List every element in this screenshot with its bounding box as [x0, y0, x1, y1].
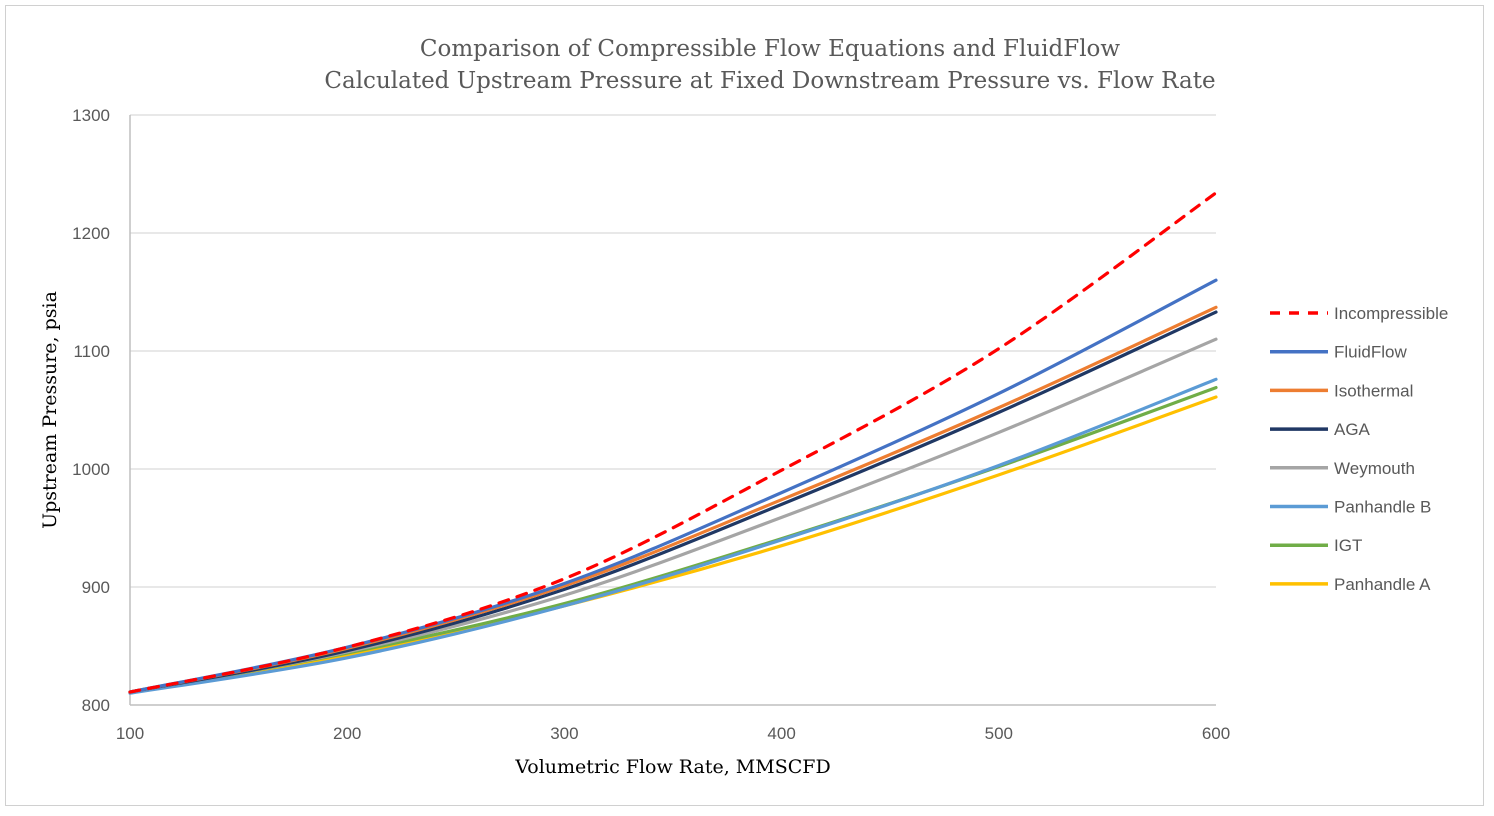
- x-tick-label: 100: [116, 724, 144, 743]
- legend-label: Weymouth: [1334, 459, 1415, 478]
- series-line-weymouth: [128, 337, 1218, 694]
- legend-label: Panhandle A: [1334, 575, 1431, 594]
- y-tick-label: 900: [82, 578, 110, 597]
- y-tick-label: 800: [82, 696, 110, 715]
- y-tick-label: 1200: [72, 224, 110, 243]
- legend-label: Isothermal: [1334, 381, 1413, 400]
- chart-subtitle: Calculated Upstream Pressure at Fixed Do…: [324, 68, 1215, 94]
- chart-area: [5, 5, 1484, 806]
- legend-label: FluidFlow: [1334, 343, 1407, 362]
- legend-label: AGA: [1334, 420, 1371, 439]
- x-tick-label: 500: [985, 724, 1013, 743]
- chart-title: Comparison of Compressible Flow Equation…: [420, 36, 1121, 62]
- legend-label: Panhandle B: [1334, 498, 1431, 517]
- x-tick-label: 400: [767, 724, 795, 743]
- series-line-aga: [128, 310, 1218, 694]
- x-axis-label: Volumetric Flow Rate, MMSCFD: [514, 756, 830, 778]
- series-line-incompressible: [128, 191, 1218, 694]
- y-tick-label: 1100: [73, 342, 110, 361]
- y-tick-label: 1300: [72, 106, 110, 125]
- y-axis-label: Upstream Pressure, psia: [39, 291, 61, 529]
- legend-label: IGT: [1334, 536, 1362, 555]
- series-line-panhandle-b: [128, 377, 1218, 695]
- x-tick-label: 300: [550, 724, 578, 743]
- y-tick-label: 1000: [72, 460, 110, 479]
- legend-label: Incompressible: [1334, 304, 1448, 323]
- series-line-panhandle-a: [128, 395, 1218, 694]
- series-line-fluidflow: [128, 278, 1218, 694]
- x-tick-label: 200: [333, 724, 361, 743]
- x-tick-label: 600: [1202, 724, 1230, 743]
